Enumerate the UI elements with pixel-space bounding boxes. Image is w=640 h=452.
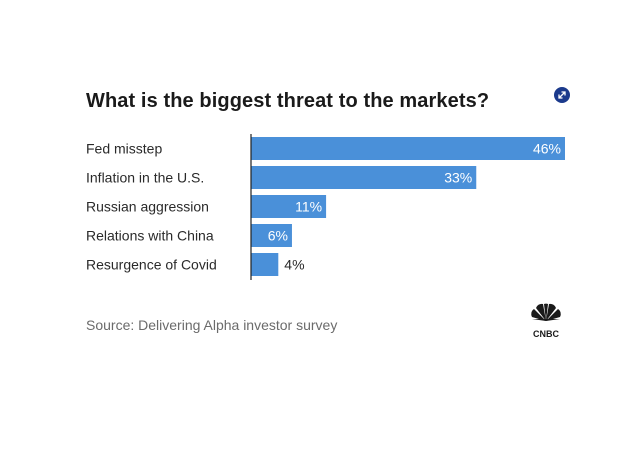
data-label: 4%	[284, 257, 304, 273]
category-label: Russian aggression	[86, 199, 209, 215]
category-label: Inflation in the U.S.	[86, 170, 204, 186]
data-label: 33%	[444, 170, 472, 186]
data-label: 6%	[268, 228, 288, 244]
bar	[251, 137, 565, 160]
category-label: Fed misstep	[86, 141, 162, 157]
category-label: Relations with China	[86, 228, 214, 244]
expand-icon[interactable]	[554, 87, 570, 103]
data-label: 11%	[295, 199, 322, 215]
bar	[251, 166, 477, 189]
bar	[251, 195, 327, 218]
data-label: 46%	[533, 141, 561, 157]
logo-text: CNBC	[533, 329, 559, 339]
source-note: Source: Delivering Alpha investor survey	[86, 317, 338, 333]
bar	[251, 253, 279, 276]
cnbc-peacock-logo: CNBC	[531, 303, 561, 339]
bar	[251, 224, 292, 247]
chart-title: What is the biggest threat to the market…	[86, 90, 490, 112]
category-label: Resurgence of Covid	[86, 257, 217, 273]
